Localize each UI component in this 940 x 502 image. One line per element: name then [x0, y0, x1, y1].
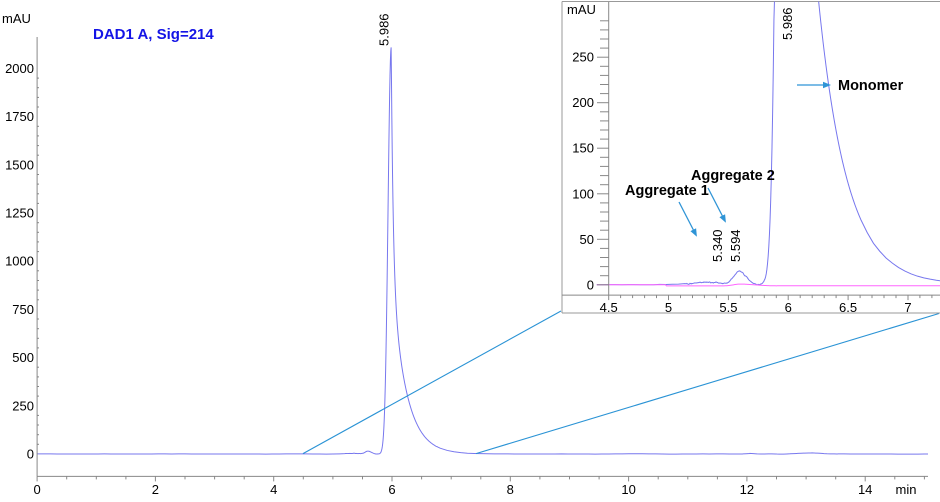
svg-text:2000: 2000 [5, 61, 34, 76]
svg-text:Monomer: Monomer [838, 78, 904, 94]
svg-text:10: 10 [621, 482, 635, 497]
svg-text:0: 0 [587, 277, 594, 292]
svg-text:mAU: mAU [567, 2, 596, 17]
svg-text:1750: 1750 [5, 109, 34, 124]
svg-text:5.986: 5.986 [780, 7, 795, 40]
svg-text:1500: 1500 [5, 157, 34, 172]
svg-text:Aggregate 2: Aggregate 2 [691, 168, 775, 184]
svg-text:7: 7 [904, 300, 911, 315]
svg-text:12: 12 [740, 482, 754, 497]
svg-text:4.5: 4.5 [600, 300, 618, 315]
svg-text:5.594: 5.594 [728, 229, 743, 262]
svg-text:8: 8 [507, 482, 514, 497]
svg-text:750: 750 [12, 302, 34, 317]
svg-text:min: min [896, 482, 917, 497]
svg-text:200: 200 [572, 95, 594, 110]
svg-text:1250: 1250 [5, 206, 34, 221]
svg-text:0: 0 [33, 482, 40, 497]
svg-text:1000: 1000 [5, 254, 34, 269]
svg-text:6: 6 [785, 300, 792, 315]
svg-text:4: 4 [270, 482, 277, 497]
svg-text:5: 5 [665, 300, 672, 315]
svg-text:250: 250 [12, 398, 34, 413]
svg-text:5.340: 5.340 [710, 229, 725, 262]
svg-text:5.986: 5.986 [377, 13, 392, 46]
svg-text:0: 0 [27, 446, 34, 461]
svg-text:Aggregate 1: Aggregate 1 [625, 183, 709, 199]
svg-text:DAD1 A, Sig=214: DAD1 A, Sig=214 [93, 26, 214, 43]
svg-text:150: 150 [572, 141, 594, 156]
svg-text:6: 6 [388, 482, 395, 497]
svg-text:100: 100 [572, 186, 594, 201]
svg-text:250: 250 [572, 50, 594, 65]
svg-text:6.5: 6.5 [839, 300, 857, 315]
svg-text:5.5: 5.5 [719, 300, 737, 315]
svg-text:mAU: mAU [2, 11, 31, 26]
svg-text:500: 500 [12, 350, 34, 365]
svg-text:50: 50 [580, 232, 594, 247]
svg-text:14: 14 [858, 482, 872, 497]
svg-text:2: 2 [152, 482, 159, 497]
